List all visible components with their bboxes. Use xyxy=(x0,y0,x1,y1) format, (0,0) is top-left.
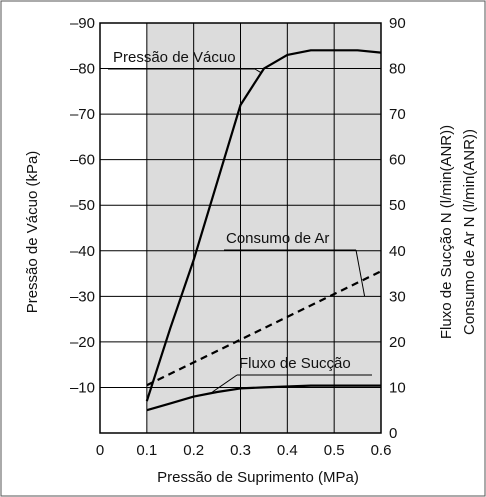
x-tick-label: 0.4 xyxy=(277,442,298,459)
x-tick-label: 0 xyxy=(96,442,104,459)
x-tick-label: 0.5 xyxy=(324,442,345,459)
y-right-tick-label: 90 xyxy=(389,15,406,32)
series-line-consumo-de-ar xyxy=(146,270,382,387)
y-left-tick-label: –60 xyxy=(70,152,95,169)
y-right-tick-label: 0 xyxy=(389,425,397,442)
tick-labels: 0 0.1 0.2 0.3 0.4 0.5 0.6 –10 –20 –30 –40 –50 –60 –70… xyxy=(70,15,406,459)
y-left-tick-label: –20 xyxy=(70,334,95,351)
annotations: Pressão de Vácuo Consumo de Ar Fluxo de Su… xyxy=(108,49,372,393)
x-tick-label: 0.3 xyxy=(230,442,251,459)
y-right-tick-label: 30 xyxy=(389,288,406,305)
y-left-tick-label: –70 xyxy=(70,106,95,123)
y-left-tick-label: –90 xyxy=(70,15,95,32)
x-axis-title: Pressão de Suprimento (MPa) xyxy=(157,469,359,486)
y-right-tick-label: 40 xyxy=(389,243,406,260)
x-tick-label: 0.1 xyxy=(136,442,157,459)
y-right-tick-label: 10 xyxy=(389,379,406,396)
annotation-label: Pressão de Vácuo xyxy=(113,49,236,66)
annotation-label: Fluxo de Sucção xyxy=(239,355,351,372)
y-right-tick-label: 50 xyxy=(389,197,406,214)
annotation-leader xyxy=(254,68,262,74)
y-left-tick-label: –10 xyxy=(70,379,95,396)
y-right-tick-label: 70 xyxy=(389,106,406,123)
series-line-press-o-de-v-cuo xyxy=(145,49,382,402)
annotation-leader xyxy=(212,374,238,393)
y-right-tick-label: 80 xyxy=(389,61,406,78)
y-axis-right-title-consumption: Consumo de Ar N (l/min(ANR)) xyxy=(461,129,478,335)
annotation-leader xyxy=(355,249,366,297)
y-left-tick-label: –40 xyxy=(70,243,95,260)
y-axis-right-title-flow: Fluxo de Sucção N (l/min(ANR)) xyxy=(438,125,455,339)
y-right-tick-label: 20 xyxy=(389,334,406,351)
shaded-operating-range xyxy=(146,23,381,433)
x-tick-label: 0.2 xyxy=(183,442,204,459)
y-right-tick-label: 60 xyxy=(389,152,406,169)
y-left-tick-label: –30 xyxy=(70,288,95,305)
x-tick-label: 0.6 xyxy=(371,442,392,459)
series-line-fluxo-de-suc-o xyxy=(146,384,381,412)
y-left-tick-label: –80 xyxy=(70,61,95,78)
plot-border xyxy=(99,22,382,434)
y-axis-left-title: Pressão de Vácuo (kPa) xyxy=(24,151,41,314)
series-lines xyxy=(145,49,382,412)
annotation-label: Consumo de Ar xyxy=(226,230,329,247)
y-left-tick-label: –50 xyxy=(70,197,95,214)
